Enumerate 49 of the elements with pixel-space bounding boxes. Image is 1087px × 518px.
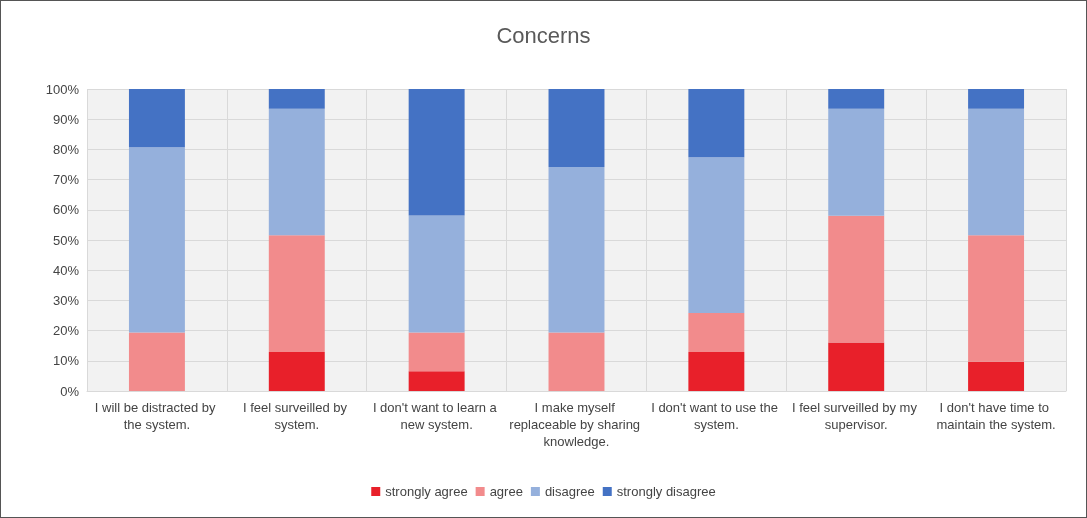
x-tick-label: I will be distracted by the system.: [94, 400, 220, 432]
legend-label: strongly agree: [385, 484, 468, 499]
y-tick-label: 30%: [52, 292, 80, 308]
x-tick-label: I feel surveilled by system.: [242, 400, 351, 432]
x-tick-label: I don't want to use the system.: [651, 400, 782, 432]
y-tick-label: 100%: [45, 81, 80, 97]
legend-label: disagree: [544, 484, 595, 499]
y-tick-label: 50%: [52, 232, 80, 248]
bar: [408, 89, 465, 216]
bar: [548, 332, 605, 391]
bar: [828, 108, 885, 216]
legend-label: strongly disagree: [616, 484, 716, 499]
bar: [968, 361, 1025, 391]
bar: [268, 89, 325, 109]
y-tick-label: 90%: [52, 111, 80, 127]
bar: [828, 215, 885, 343]
bar: [968, 235, 1025, 362]
y-tick-label: 80%: [52, 141, 80, 157]
bar: [828, 342, 885, 391]
bar: [268, 352, 325, 391]
bar: [408, 371, 465, 391]
y-tick-label: 0%: [60, 383, 80, 399]
bar: [968, 108, 1025, 236]
bar: [688, 157, 745, 314]
bar: [688, 313, 745, 353]
x-tick-label: I don't have time to maintain the system.: [936, 400, 1056, 432]
bar: [128, 89, 185, 148]
chart-title: Concerns: [496, 22, 591, 48]
bar: [548, 166, 605, 333]
y-tick-label: 10%: [52, 353, 80, 369]
x-tick-label: I feel surveilled by my supervisor.: [791, 400, 921, 432]
bar: [128, 332, 185, 391]
bar: [968, 89, 1025, 109]
bar: [688, 89, 745, 158]
y-tick-label: 60%: [52, 202, 80, 218]
y-tick-label: 20%: [52, 323, 80, 339]
bar: [128, 147, 185, 333]
bar: [408, 215, 465, 333]
legend-label: agree: [489, 484, 523, 499]
bar: [828, 89, 885, 109]
bar: [408, 332, 465, 372]
bar: [688, 352, 745, 391]
y-tick-label: 40%: [52, 262, 80, 278]
bar: [548, 89, 605, 167]
bar: [268, 235, 325, 353]
x-tick-label: I make myself replaceable by sharing knowledge.: [509, 400, 644, 449]
x-tick-label: I don't want to learn a new system.: [372, 400, 501, 432]
y-tick-label: 70%: [52, 172, 80, 188]
bar: [268, 108, 325, 236]
